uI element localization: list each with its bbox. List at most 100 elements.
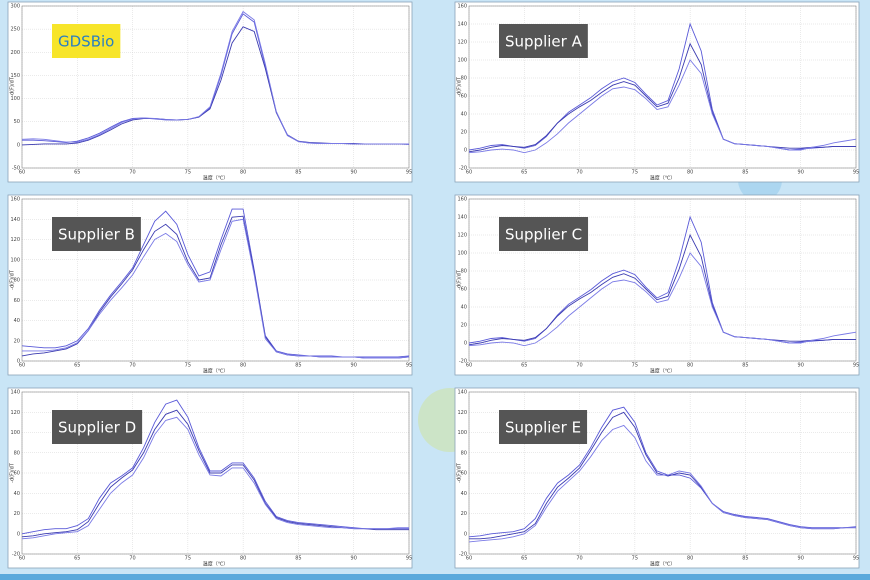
- x-tick-label: 75: [185, 363, 191, 369]
- plot-border: [21, 391, 410, 555]
- x-tick-label: 70: [576, 556, 582, 562]
- x-tick-label: 80: [687, 363, 693, 369]
- plot-border: [21, 5, 410, 169]
- x-tick-label: 60: [19, 556, 25, 562]
- x-tick-label: 85: [742, 170, 748, 176]
- y-tick-label: 160: [457, 4, 467, 10]
- y-tick-label: -20: [459, 552, 467, 558]
- y-tick-label: 20: [461, 323, 467, 329]
- y-tick-label: 60: [461, 471, 467, 477]
- melt-curve: [21, 399, 409, 535]
- y-tick-label: 100: [457, 251, 467, 257]
- melt-curve: [468, 233, 856, 346]
- plot-border: [468, 5, 857, 169]
- y-tick-label: -50: [12, 166, 20, 172]
- x-tick-label: 90: [351, 363, 357, 369]
- x-tick-label: 80: [240, 363, 246, 369]
- x-axis-label: 温度（℃）: [203, 175, 229, 182]
- y-tick-label: 120: [457, 233, 467, 239]
- melt-curve: [468, 42, 856, 153]
- melt-curve: [468, 424, 856, 543]
- x-tick-label: 95: [853, 363, 859, 369]
- melt-curve: [468, 406, 857, 538]
- x-tick-label: 60: [466, 556, 472, 562]
- x-tick-label: 60: [466, 363, 472, 369]
- x-tick-label: 65: [521, 170, 527, 176]
- y-tick-label: 120: [10, 237, 20, 243]
- y-tick-label: 200: [10, 50, 20, 56]
- y-tick-label: 0: [17, 531, 20, 537]
- y-tick-label: -20: [459, 359, 467, 365]
- x-tick-label: 90: [798, 363, 804, 369]
- x-tick-label: 75: [185, 170, 191, 176]
- title-box: [52, 410, 143, 444]
- y-tick-label: 120: [457, 40, 467, 46]
- y-tick-label: 20: [461, 130, 467, 136]
- x-tick-label: 85: [295, 556, 301, 562]
- y-tick-label: 140: [10, 217, 20, 223]
- x-tick-label: 65: [521, 556, 527, 562]
- y-tick-label: 40: [14, 318, 20, 324]
- x-tick-label: 85: [295, 170, 301, 176]
- title-box: [499, 24, 588, 58]
- y-tick-label: 80: [14, 450, 20, 456]
- chart-panel: -20 0 20 40 60 80 100 120 140 60 65 70 75 80 85 90 95 温度（…: [454, 387, 860, 569]
- x-tick-label: 70: [129, 170, 135, 176]
- plot-border: [21, 198, 410, 362]
- x-tick-label: 75: [632, 170, 638, 176]
- y-tick-label: 140: [457, 22, 467, 28]
- y-tick-label: 60: [14, 298, 20, 304]
- title-box: [499, 217, 589, 251]
- chart-panel: -20 0 20 40 60 80 100 120 140 160 60 65 70 75 80 85 90 95…: [454, 1, 860, 183]
- x-tick-label: 85: [295, 363, 301, 369]
- y-tick-label: 100: [10, 430, 20, 436]
- y-tick-label: 40: [461, 305, 467, 311]
- melt-curve: [21, 10, 409, 145]
- y-axis-label: -d(F)/dT: [457, 76, 463, 97]
- y-tick-label: 80: [461, 450, 467, 456]
- x-tick-label: 65: [74, 363, 80, 369]
- x-tick-label: 90: [798, 556, 804, 562]
- x-tick-label: 95: [406, 363, 412, 369]
- y-tick-label: 0: [464, 341, 467, 347]
- x-tick-label: 90: [351, 556, 357, 562]
- x-tick-label: 80: [687, 170, 693, 176]
- x-tick-label: 90: [798, 170, 804, 176]
- y-tick-label: 20: [461, 511, 467, 517]
- chart-panel: -50 0 50 100 150 200 250 300 60 65 70 75 80 85 90 95 温度（…: [7, 1, 413, 183]
- x-tick-label: 95: [853, 170, 859, 176]
- y-tick-label: -20: [459, 166, 467, 172]
- x-tick-label: 95: [406, 556, 412, 562]
- x-axis-label: 温度（℃）: [203, 561, 229, 568]
- y-tick-label: 40: [461, 491, 467, 497]
- title-box: [499, 410, 588, 444]
- y-tick-label: 20: [14, 511, 20, 517]
- y-tick-label: -20: [12, 552, 20, 558]
- x-tick-label: 70: [129, 556, 135, 562]
- y-axis-label: -d(F)/dT: [10, 462, 16, 483]
- x-tick-label: 60: [19, 363, 25, 369]
- y-tick-label: 60: [461, 287, 467, 293]
- chart-title: Supplier D: [58, 419, 136, 437]
- x-tick-label: 75: [632, 556, 638, 562]
- y-tick-label: 140: [457, 390, 467, 396]
- x-tick-label: 80: [240, 170, 246, 176]
- y-tick-label: 40: [14, 491, 20, 497]
- x-axis-label: 温度（℃）: [650, 175, 676, 182]
- x-axis-label: 温度（℃）: [650, 561, 676, 568]
- x-tick-label: 70: [576, 363, 582, 369]
- x-tick-label: 80: [687, 556, 693, 562]
- y-tick-label: 100: [457, 430, 467, 436]
- y-tick-label: 60: [461, 94, 467, 100]
- y-tick-label: 120: [457, 410, 467, 416]
- y-tick-label: 40: [461, 112, 467, 118]
- y-tick-label: 50: [14, 119, 20, 125]
- chart-title: Supplier E: [505, 419, 581, 437]
- y-tick-label: 160: [10, 197, 20, 203]
- melt-curve: [21, 416, 409, 540]
- y-axis-label: -d(F)/dT: [457, 269, 463, 290]
- x-tick-label: 95: [853, 556, 859, 562]
- melt-curve: [468, 252, 857, 347]
- x-tick-label: 85: [742, 556, 748, 562]
